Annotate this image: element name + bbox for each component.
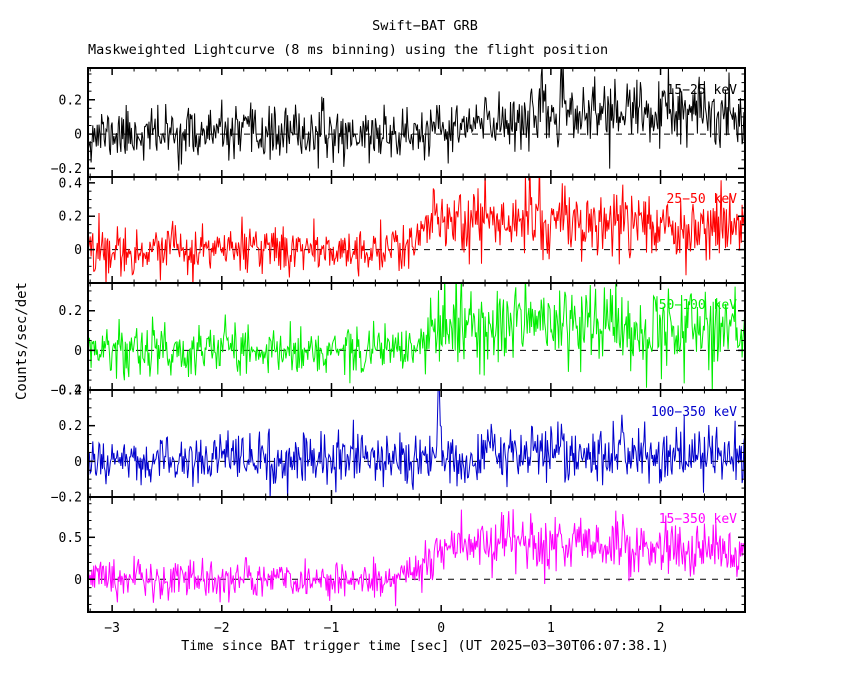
x-tick-label: −2 <box>214 621 230 636</box>
x-tick-label: 1 <box>547 621 555 636</box>
y-tick-label: 0.2 <box>59 210 82 225</box>
band-label-3: 100−350 keV <box>651 405 737 420</box>
panel-frame-3 <box>87 389 746 498</box>
series-line-4 <box>88 509 745 607</box>
x-axis-label: Time since BAT trigger time [sec] (UT 20… <box>181 638 669 654</box>
band-label-0: 15−25 keV <box>667 83 738 98</box>
band-label-4: 15−350 keV <box>659 512 737 527</box>
y-tick-label: 0.4 <box>59 384 83 399</box>
x-tick-label: 2 <box>657 621 665 636</box>
y-tick-label: 0.4 <box>59 176 83 191</box>
band-label-1: 25−50 keV <box>667 192 738 207</box>
y-tick-label: −0.2 <box>51 384 82 399</box>
y-tick-label: 0 <box>74 243 82 258</box>
y-tick-label: 0.2 <box>59 304 82 319</box>
figure-subtitle: Maskweighted Lightcurve (8 ms binning) u… <box>88 42 609 58</box>
y-tick-label: 0.2 <box>59 419 82 434</box>
x-tick-label: −3 <box>104 621 120 636</box>
band-label-2: 50−100 keV <box>659 298 737 313</box>
x-tick-label: 0 <box>437 621 445 636</box>
figure-title: Swift−BAT GRB <box>372 18 478 34</box>
y-tick-label: 0.2 <box>59 93 82 108</box>
series-line-3 <box>88 390 745 497</box>
series-line-1 <box>88 177 745 283</box>
series-line-2 <box>88 283 745 390</box>
y-tick-label: −0.2 <box>51 491 82 506</box>
y-tick-label: 0 <box>74 573 82 588</box>
y-tick-label: 0 <box>74 128 82 143</box>
series-line-0 <box>88 68 745 171</box>
y-tick-label: 0.5 <box>59 531 82 546</box>
y-tick-label: −0.2 <box>51 162 82 177</box>
y-tick-label: 0 <box>74 344 82 359</box>
y-tick-label: 0 <box>74 455 82 470</box>
x-tick-label: −1 <box>324 621 340 636</box>
